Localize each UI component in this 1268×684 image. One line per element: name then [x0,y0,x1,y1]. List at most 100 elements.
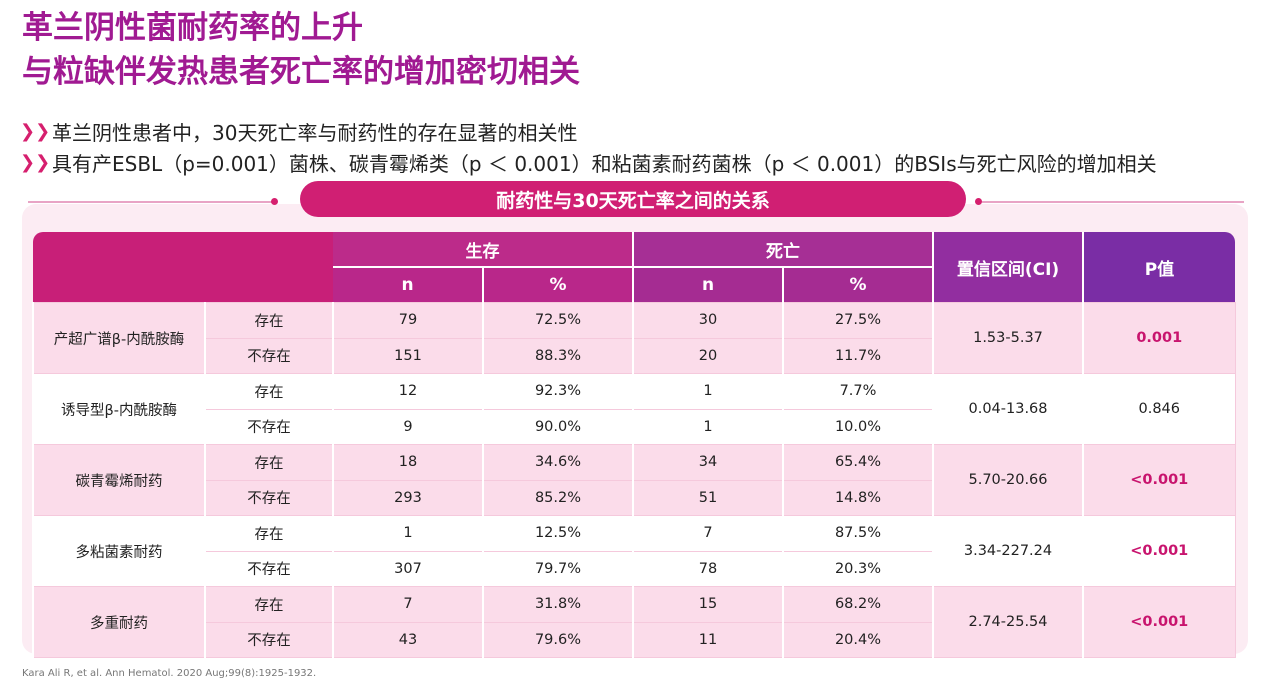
death-n-cell: 7 [632,515,784,552]
survival-n-cell: 12 [332,373,484,410]
decor-line-right [982,201,1244,203]
bullet-text: 具有产ESBL（p=0.001）菌株、碳青霉烯类（p ＜ 0.001）和粘菌素耐… [52,152,1157,176]
ci-cell: 3.34-227.24 [932,515,1084,587]
survival-n-cell: 79 [332,302,484,339]
survival-pct-cell: 85.2% [482,479,634,516]
death-n-cell: 1 [632,408,784,445]
page-title: 革兰阴性菌耐药率的上升 与粒缺伴发热患者死亡率的增加密切相关 [22,6,580,94]
chevron-right-icon: ❯❯ [20,152,51,173]
survival-pct-cell: 79.6% [482,621,634,658]
ci-cell: 2.74-25.54 [932,586,1084,658]
survival-n-cell: 43 [332,621,484,658]
status-cell: 存在 [204,302,334,339]
death-n-cell: 78 [632,550,784,587]
p-value-cell: 0.001 [1082,302,1236,374]
table-row: 不存在 151 88.3% 20 11.7% [33,337,1235,374]
table-row: 产超广谱β-内酰胺酶 存在 79 72.5% 30 27.5% 1.53-5.3… [32,302,1236,374]
survival-pct-cell: 92.3% [482,373,634,410]
death-pct-cell: 7.7% [782,373,934,410]
survival-pct-cell: 34.6% [482,444,634,481]
survival-n-cell: 18 [332,444,484,481]
death-pct-cell: 27.5% [782,302,934,339]
survival-n-cell: 151 [332,337,484,374]
status-cell: 不存在 [204,621,334,658]
survival-n-cell: 7 [332,586,484,623]
status-cell: 存在 [204,444,334,481]
status-cell: 存在 [204,586,334,623]
death-n-cell: 51 [632,479,784,516]
group-name: 诱导型β-内酰胺酶 [32,373,206,445]
survival-pct-cell: 90.0% [482,408,634,445]
survival-pct-cell: 12.5% [482,515,634,552]
decor-dot-right [975,198,982,205]
table-row: 不存在 307 79.7% 78 20.3% [33,550,1235,587]
section-title: 耐药性与30天死亡率之间的关系 [300,181,966,217]
death-pct-cell: 11.7% [782,337,934,374]
death-n-cell: 30 [632,302,784,339]
group-name: 碳青霉烯耐药 [32,444,206,516]
survival-pct-cell: 88.3% [482,337,634,374]
p-value-cell: <0.001 [1082,444,1236,516]
death-pct-cell: 20.3% [782,550,934,587]
death-pct-cell: 10.0% [782,408,934,445]
table-row: 碳青霉烯耐药 存在 18 34.6% 34 65.4% 5.70-20.66 <… [32,444,1236,516]
header-ci: 置信区间(CI) [933,232,1084,303]
header-survival: 生存 [333,232,634,268]
header-survival-n: n [333,267,484,303]
bullet-item: ❯❯ 具有产ESBL（p=0.001）菌株、碳青霉烯类（p ＜ 0.001）和粘… [20,147,1157,178]
survival-pct-cell: 31.8% [482,586,634,623]
death-n-cell: 11 [632,621,784,658]
death-n-cell: 1 [632,373,784,410]
header-death-n: n [633,267,784,303]
citation: Kara Ali R, et al. Ann Hematol. 2020 Aug… [22,668,317,679]
table-row: 诱导型β-内酰胺酶 存在 12 92.3% 1 7.7% 0.04-13.68 … [32,373,1236,445]
ci-cell: 0.04-13.68 [932,373,1084,445]
table-row: 不存在 43 79.6% 11 20.4% [33,621,1235,658]
death-pct-cell: 14.8% [782,479,934,516]
header-death: 死亡 [633,232,934,268]
group-name: 产超广谱β-内酰胺酶 [32,302,206,374]
group-name: 多重耐药 [32,586,206,658]
decor-line-left [28,201,272,203]
header-blank [33,232,333,303]
header-survival-pct: % [483,267,634,303]
status-cell: 存在 [204,515,334,552]
survival-pct-cell: 72.5% [482,302,634,339]
survival-n-cell: 1 [332,515,484,552]
death-pct-cell: 68.2% [782,586,934,623]
title-line-2: 与粒缺伴发热患者死亡率的增加密切相关 [22,54,580,90]
group-name: 多粘菌素耐药 [32,515,206,587]
table-row: 多重耐药 存在 7 31.8% 15 68.2% 2.74-25.54 <0.0… [32,586,1236,658]
p-value-cell: <0.001 [1082,515,1236,587]
survival-n-cell: 293 [332,479,484,516]
death-pct-cell: 65.4% [782,444,934,481]
ci-cell: 1.53-5.37 [932,302,1084,374]
death-pct-cell: 20.4% [782,621,934,658]
bullet-list: ❯❯ 革兰阴性患者中，30天死亡率与耐药性的存在显著的相关性 ❯❯ 具有产ESB… [20,116,1157,178]
p-value-cell: 0.846 [1082,373,1236,445]
death-n-cell: 20 [632,337,784,374]
p-value-cell: <0.001 [1082,586,1236,658]
survival-n-cell: 307 [332,550,484,587]
death-n-cell: 34 [632,444,784,481]
survival-n-cell: 9 [332,408,484,445]
death-pct-cell: 87.5% [782,515,934,552]
status-cell: 不存在 [204,408,334,445]
header-death-pct: % [783,267,934,303]
chevron-right-icon: ❯❯ [20,121,51,142]
header-p-value: P值 [1083,232,1235,303]
status-cell: 不存在 [204,479,334,516]
results-table: 生存 死亡 置信区间(CI) P值 n % n % 产超广谱β-内酰胺酶 存在 … [32,232,1236,658]
death-n-cell: 15 [632,586,784,623]
title-line-1: 革兰阴性菌耐药率的上升 [22,10,363,46]
ci-cell: 5.70-20.66 [932,444,1084,516]
status-cell: 不存在 [204,550,334,587]
bullet-text: 革兰阴性患者中，30天死亡率与耐药性的存在显著的相关性 [52,121,578,145]
decor-dot-left [271,198,278,205]
bullet-item: ❯❯ 革兰阴性患者中，30天死亡率与耐药性的存在显著的相关性 [20,116,1157,147]
survival-pct-cell: 79.7% [482,550,634,587]
table-row: 不存在 9 90.0% 1 10.0% [33,408,1235,445]
status-cell: 存在 [204,373,334,410]
status-cell: 不存在 [204,337,334,374]
table-row: 多粘菌素耐药 存在 1 12.5% 7 87.5% 3.34-227.24 <0… [32,515,1236,587]
